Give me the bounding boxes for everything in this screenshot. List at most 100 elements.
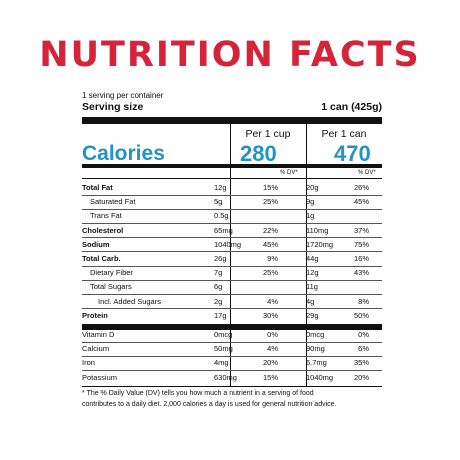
nutrient-name: Trans Fat [90,211,122,221]
nutrient-name: Incl. Added Sugars [98,296,161,306]
dv-per-can: 6% [358,344,369,354]
nutrient-name: Cholesterol [82,225,124,235]
amount-per-can: 9g [306,197,315,207]
amount-per-cup: 5g [214,197,223,207]
nutrient-row: Vitamin D 0mcg 0% 0mcg 0% [82,328,382,341]
dv-per-can: 20% [353,372,369,382]
nutrient-row: Calcium 50mg 4% 90mg 6% [82,342,382,355]
column-header-can: Per 1 can [321,128,367,140]
nutrient-row: Total Sugars 6g 11g [82,280,382,293]
nutrient-name: Potassium [82,372,118,382]
dv-per-cup: 15% [262,183,278,192]
serving-size-row: Serving size 1 can (425g) [82,101,382,113]
amount-per-can: 6.7mg [306,358,327,368]
dv-per-can: 0% [358,330,369,339]
nutrient-row: Trans Fat 0.5g 1g [82,209,382,222]
footnote: * The % Daily Value (DV) tells you how m… [82,389,392,410]
amount-per-can: 0mcg [306,330,325,339]
amount-per-can: 90mg [306,344,325,354]
nutrient-row: Dietary Fiber 7g 25% 12g 43% [82,266,382,279]
dv-per-can: 35% [353,358,369,368]
row-divider [82,237,382,239]
nutrient-row: Total Carb. 26g 9% 44g 16% [82,252,382,265]
calories-per-can: 470 [334,141,371,166]
dv-per-can: 26% [353,183,369,192]
amount-per-can: 12g [306,268,319,278]
nutrient-name: Calcium [82,344,110,354]
amount-per-can: 20g [306,183,319,192]
amount-per-can: 1040mg [306,372,334,382]
thick-divider [82,117,382,124]
dv-per-cup: 20% [262,358,278,368]
dv-per-can: 8% [358,296,369,306]
column-header-cup: Per 1 cup [245,128,291,140]
row-divider [82,251,382,253]
nutrient-name: Sodium [82,239,110,249]
amount-per-cup: 17g [214,310,227,320]
dv-header-can: % DV* [358,170,376,176]
servings-per-container: 1 serving per container [82,91,164,100]
row-divider [82,293,382,295]
amount-per-can: 1g [306,211,315,221]
row-divider [82,265,382,267]
row-divider [82,222,382,224]
dv-per-cup: 0% [267,330,278,339]
calories-label: Calories [82,142,165,165]
amount-per-cup: 65mg [214,225,233,235]
nutrient-name: Protein [82,310,108,320]
label-title: NUTRITION FACTS [39,35,421,75]
amount-per-can: 110mg [306,225,329,235]
amount-per-cup: 7g [214,268,223,278]
dv-per-cup: 4% [267,344,278,354]
nutrient-name: Total Carb. [82,254,121,263]
nutrient-row: Iron 4mg 20% 6.7mg 35% [82,356,382,369]
row-divider [82,194,382,196]
nutrient-name: Vitamin D [82,330,115,339]
dv-per-can: 50% [353,310,369,320]
amount-per-cup: 12g [214,183,227,192]
nutrient-name: Iron [82,358,95,368]
row-divider [82,355,382,357]
dv-header-cup: % DV* [280,170,298,176]
amount-per-cup: 50mg [214,344,233,354]
amount-per-can: 4g [306,296,315,306]
dv-per-cup: 15% [262,372,278,382]
nutrient-name: Saturated Fat [90,197,136,207]
vitamin-divider [82,324,382,330]
nutrient-row: Cholesterol 65mg 22% 110mg 37% [82,224,382,237]
nutrient-name: Total Sugars [90,282,132,292]
dv-per-cup: 25% [262,197,278,207]
dv-per-cup: 45% [262,239,278,249]
nutrient-row: Saturated Fat 5g 25% 9g 45% [82,195,382,208]
dv-per-can: 75% [353,239,369,249]
dv-divider [82,178,382,179]
calories-per-cup: 280 [240,141,277,166]
dv-per-can: 45% [353,197,369,207]
medium-divider [82,164,382,168]
serving-size-value: 1 can (425g) [321,101,382,113]
amount-per-cup: 2g [214,296,223,306]
row-divider [82,341,382,343]
footnote-line: * The % Daily Value (DV) tells you how m… [82,390,314,397]
serving-size-label: Serving size [82,101,144,113]
nutrient-name: Dietary Fiber [90,268,133,278]
amount-per-cup: 4mg [214,358,229,368]
nutrient-row: Incl. Added Sugars 2g 4% 4g 8% [82,295,382,308]
nutrient-row: Potassium 630mg 15% 1040mg 20% [82,371,382,384]
column-divider-2 [306,124,307,387]
dv-per-can: 16% [353,254,369,263]
footnote-line: contributes to a daily diet. 2,000 calor… [82,400,337,408]
amount-per-cup: 0.5g [214,211,229,221]
amount-per-cup: 0mcg [214,330,233,339]
dv-per-cup: 22% [262,225,278,235]
row-divider [82,369,382,371]
amount-per-cup: 1040mg [214,239,242,249]
dv-per-cup: 4% [267,296,278,306]
nutrient-row: Protein 17g 30% 29g 50% [82,309,382,322]
dv-per-can: 37% [353,225,369,235]
dv-per-cup: 25% [262,268,278,278]
amount-per-can: 11g [306,282,318,292]
nutrient-row: Total Fat 12g 15% 20g 26% [82,181,382,194]
amount-per-cup: 6g [214,282,223,292]
amount-per-cup: 630mg [214,372,237,382]
